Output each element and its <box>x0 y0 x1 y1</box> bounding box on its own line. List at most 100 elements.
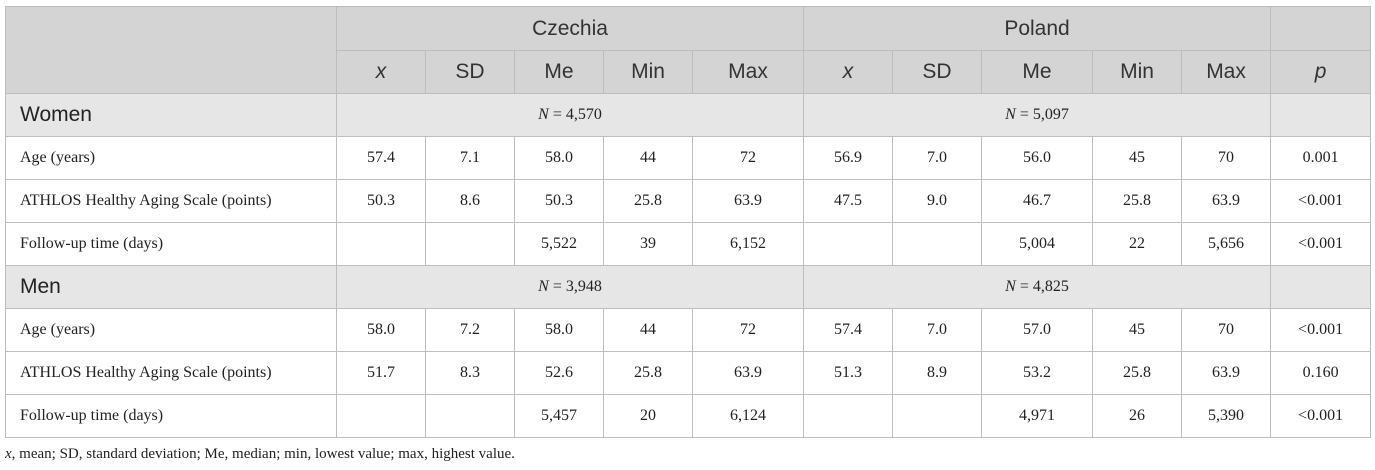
cell: 7.0 <box>892 308 982 352</box>
cell: 20 <box>603 394 693 438</box>
statistics-table: Czechia Poland x SD Me Min Max x SD Me M… <box>5 6 1372 438</box>
cell: 63.9 <box>692 179 804 223</box>
cell: 25.8 <box>603 179 693 223</box>
cell: 5,004 <box>981 222 1093 266</box>
cell: 25.8 <box>1092 351 1182 395</box>
cell: 58.0 <box>336 308 426 352</box>
header-corner <box>5 6 337 94</box>
cell: 44 <box>603 136 693 180</box>
header-p-top <box>1270 6 1372 51</box>
header-cz-mean: x <box>336 50 426 94</box>
table-row: ATHLOS Healthy Aging Scale (points) 50.3… <box>5 179 1372 223</box>
cell: 5,390 <box>1180 394 1272 438</box>
n-symbol: N <box>538 106 549 123</box>
cell: 8.3 <box>425 351 515 395</box>
header-cz-max: Max <box>692 50 804 94</box>
cell <box>892 394 982 438</box>
cell: 25.8 <box>603 351 693 395</box>
cell: 63.9 <box>1180 351 1272 395</box>
cell: 7.0 <box>892 136 982 180</box>
header-cz-sd: SD <box>425 50 515 94</box>
p-cell: <0.001 <box>1270 222 1372 266</box>
row-label: ATHLOS Healthy Aging Scale (points) <box>5 351 337 395</box>
header-czechia: Czechia <box>336 6 804 51</box>
n-czechia-women: N = 4,570 <box>336 93 804 137</box>
header-cz-median: Me <box>514 50 604 94</box>
row-label: Follow-up time (days) <box>5 222 337 266</box>
cell: 63.9 <box>692 351 804 395</box>
group-p-empty <box>1270 265 1372 309</box>
cell: 47.5 <box>803 179 893 223</box>
table-row: Follow-up time (days) 5,457 20 6,124 4,9… <box>5 394 1372 438</box>
cell: 72 <box>692 308 804 352</box>
cell: 70 <box>1180 136 1272 180</box>
cell: 57.4 <box>803 308 893 352</box>
header-p-value: p <box>1270 50 1372 94</box>
cell: 56.0 <box>981 136 1093 180</box>
cell: 39 <box>603 222 693 266</box>
cell: 45 <box>1092 308 1182 352</box>
cell: 8.9 <box>892 351 982 395</box>
p-cell: 0.001 <box>1270 136 1372 180</box>
cell: 56.9 <box>803 136 893 180</box>
cell: 5,457 <box>514 394 604 438</box>
header-row-stats: x SD Me Min Max x SD Me Min Max p <box>6 50 1372 94</box>
table-row: Age (years) 58.0 7.2 58.0 44 72 57.4 7.0… <box>5 308 1372 352</box>
n-value: = 3,948 <box>552 278 602 295</box>
cell: 26 <box>1092 394 1182 438</box>
cell: 5,656 <box>1180 222 1272 266</box>
cell <box>336 394 426 438</box>
cell <box>803 394 893 438</box>
header-pl-max: Max <box>1180 50 1272 94</box>
p-cell: <0.001 <box>1270 394 1372 438</box>
cell: 72 <box>692 136 804 180</box>
header-pl-median: Me <box>981 50 1093 94</box>
header-pl-mean: x <box>803 50 893 94</box>
cell: 6,152 <box>692 222 804 266</box>
header-pl-min: Min <box>1092 50 1182 94</box>
cell: 7.2 <box>425 308 515 352</box>
cell: 6,124 <box>692 394 804 438</box>
group-row-women: Women N = 4,570 N = 5,097 <box>5 93 1372 137</box>
cell: 9.0 <box>892 179 982 223</box>
n-symbol: N <box>538 278 549 295</box>
n-symbol: N <box>1005 278 1016 295</box>
cell: 46.7 <box>981 179 1093 223</box>
cell <box>336 222 426 266</box>
cell <box>803 222 893 266</box>
n-czechia-men: N = 3,948 <box>336 265 804 309</box>
cell: 4,971 <box>981 394 1093 438</box>
n-value: = 5,097 <box>1019 106 1069 123</box>
cell: 63.9 <box>1180 179 1272 223</box>
row-label: ATHLOS Healthy Aging Scale (points) <box>5 179 337 223</box>
n-poland-women: N = 5,097 <box>802 93 1272 137</box>
group-label: Women <box>5 93 337 137</box>
cell: 25.8 <box>1092 179 1182 223</box>
cell: 45 <box>1092 136 1182 180</box>
group-row-men: Men N = 3,948 N = 4,825 <box>5 265 1372 309</box>
table-row: ATHLOS Healthy Aging Scale (points) 51.7… <box>5 351 1372 395</box>
cell: 53.2 <box>981 351 1093 395</box>
cell: 7.1 <box>425 136 515 180</box>
n-value: = 4,570 <box>552 106 602 123</box>
p-cell: <0.001 <box>1270 179 1372 223</box>
cell: 44 <box>603 308 693 352</box>
cell <box>425 394 515 438</box>
cell: 50.3 <box>514 179 604 223</box>
table-footnote: x, mean; SD, standard deviation; Me, med… <box>5 446 515 463</box>
cell: 57.0 <box>981 308 1093 352</box>
header-poland: Poland <box>802 6 1272 51</box>
cell: 58.0 <box>514 308 604 352</box>
table-row: Age (years) 57.4 7.1 58.0 44 72 56.9 7.0… <box>5 136 1372 180</box>
header-pl-sd: SD <box>892 50 982 94</box>
table-row: Follow-up time (days) 5,522 39 6,152 5,0… <box>5 222 1372 266</box>
cell: 22 <box>1092 222 1182 266</box>
header-row-countries: Czechia Poland <box>5 6 1372 94</box>
cell: 8.6 <box>425 179 515 223</box>
footnote-text: , mean; SD, standard deviation; Me, medi… <box>11 446 515 462</box>
cell: 50.3 <box>336 179 426 223</box>
group-label: Men <box>5 265 337 309</box>
cell: 58.0 <box>514 136 604 180</box>
n-poland-men: N = 4,825 <box>802 265 1272 309</box>
cell <box>892 222 982 266</box>
